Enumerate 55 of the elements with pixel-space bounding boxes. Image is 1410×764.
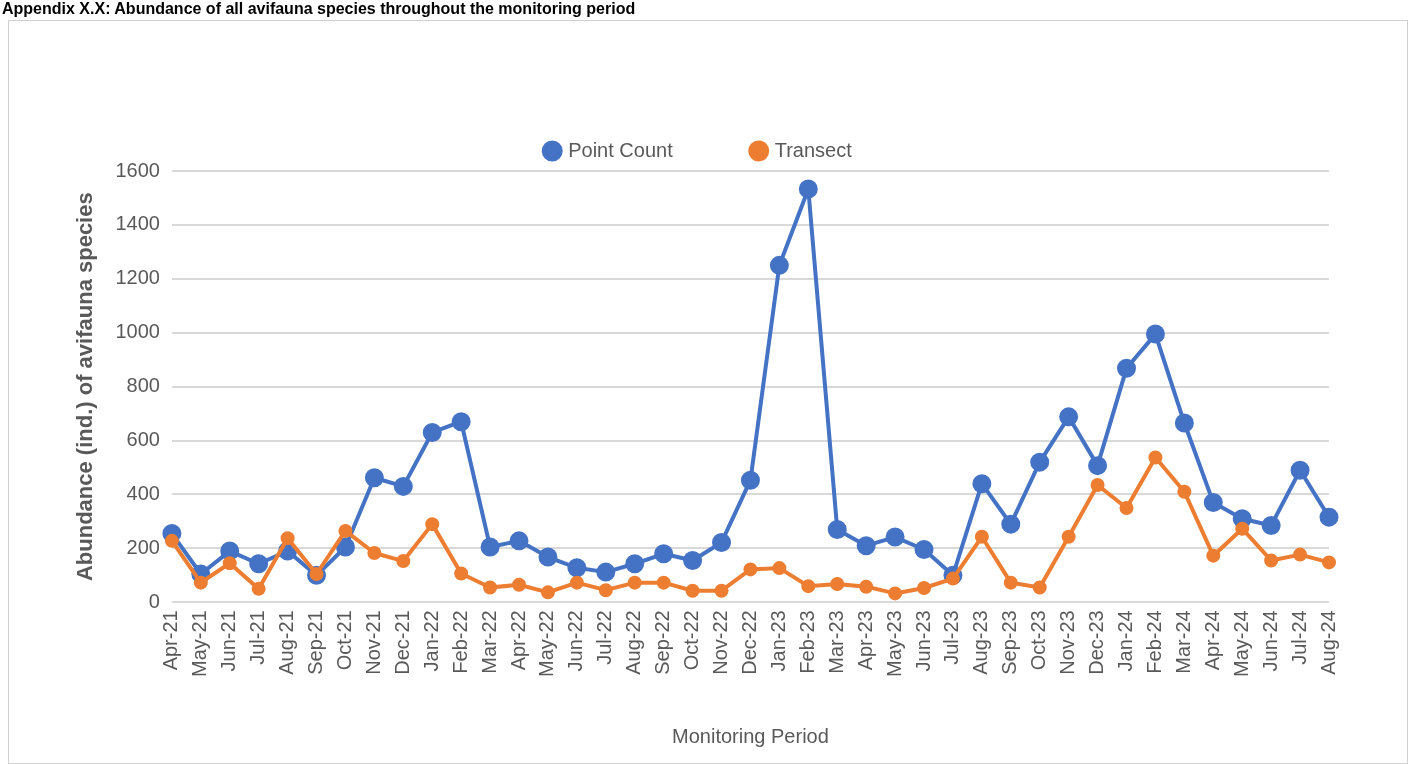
y-tick-label: 200	[126, 535, 160, 558]
x-tick-label: Nov-21	[361, 610, 384, 675]
x-tick-label: Jun-24	[1258, 610, 1281, 672]
x-tick-label: Jun-22	[564, 610, 587, 672]
x-tick-label: Aug-24	[1316, 610, 1339, 675]
x-tick-label: Apr-22	[506, 610, 529, 671]
x-tick-label: Jan-22	[419, 610, 442, 672]
x-tick-label: Nov-22	[709, 610, 732, 675]
x-tick-label: Oct-23	[1027, 610, 1050, 671]
x-tick-label: Sep-21	[304, 610, 327, 675]
x-tick-label: Oct-21	[332, 610, 355, 671]
y-tick-label: 1000	[115, 320, 160, 343]
y-tick-label: 400	[126, 482, 160, 504]
x-tick-label: Mar-24	[1171, 610, 1194, 674]
y-axis-title: Abundance (ind.) of avifauna species	[72, 192, 98, 582]
x-tick-label: Apr-24	[1200, 610, 1223, 671]
x-tick-label: May-24	[1229, 610, 1252, 678]
x-tick-label: Jun-23	[911, 610, 934, 672]
x-tick-label: Sep-23	[998, 610, 1021, 675]
y-tick-label: 1600	[115, 158, 160, 181]
x-tick-label: Dec-22	[737, 610, 760, 675]
x-tick-label: Jul-24	[1287, 610, 1310, 665]
x-tick-label: May-21	[188, 610, 211, 678]
x-tick-label: Jul-22	[593, 610, 616, 665]
x-tick-label: May-22	[535, 610, 558, 678]
x-tick-label: Jul-23	[940, 610, 963, 665]
x-tick-label: Aug-22	[622, 610, 645, 675]
y-tick-label: 600	[126, 428, 160, 451]
x-tick-label: Jan-24	[1114, 610, 1137, 672]
x-tick-label: Dec-23	[1085, 610, 1108, 675]
x-tick-label: Mar-23	[824, 610, 847, 674]
x-tick-label: Feb-22	[448, 610, 471, 674]
y-tick-label: 1200	[115, 266, 160, 289]
x-tick-label: Oct-22	[680, 610, 703, 671]
x-tick-label: Apr-23	[853, 610, 876, 671]
x-tick-label: Dec-21	[390, 610, 413, 675]
legend-label: Point Count	[568, 138, 674, 161]
x-tick-label: Jan-23	[766, 610, 789, 672]
x-tick-label: Aug-23	[969, 610, 992, 675]
x-tick-label: Aug-21	[275, 610, 298, 675]
x-tick-label: Mar-22	[477, 610, 500, 674]
x-tick-label: Jul-21	[246, 610, 269, 665]
x-tick-label: Jun-21	[217, 610, 240, 672]
x-tick-label: Feb-24	[1142, 610, 1165, 674]
y-tick-label: 0	[148, 589, 160, 612]
chart-title: Appendix X.X: Abundance of all avifauna species throughout the monitoring period	[2, 0, 636, 18]
x-tick-label: May-23	[882, 610, 905, 678]
legend-label: Transect	[774, 138, 853, 161]
x-tick-label: Sep-22	[651, 610, 674, 675]
y-tick-label: 1400	[115, 212, 160, 235]
y-tick-label: 800	[126, 374, 160, 397]
x-axis-title: Monitoring Period	[672, 724, 829, 747]
x-tick-label: Feb-23	[795, 610, 818, 674]
x-tick-label: Nov-23	[1056, 610, 1079, 675]
x-tick-label: Apr-21	[159, 610, 182, 671]
